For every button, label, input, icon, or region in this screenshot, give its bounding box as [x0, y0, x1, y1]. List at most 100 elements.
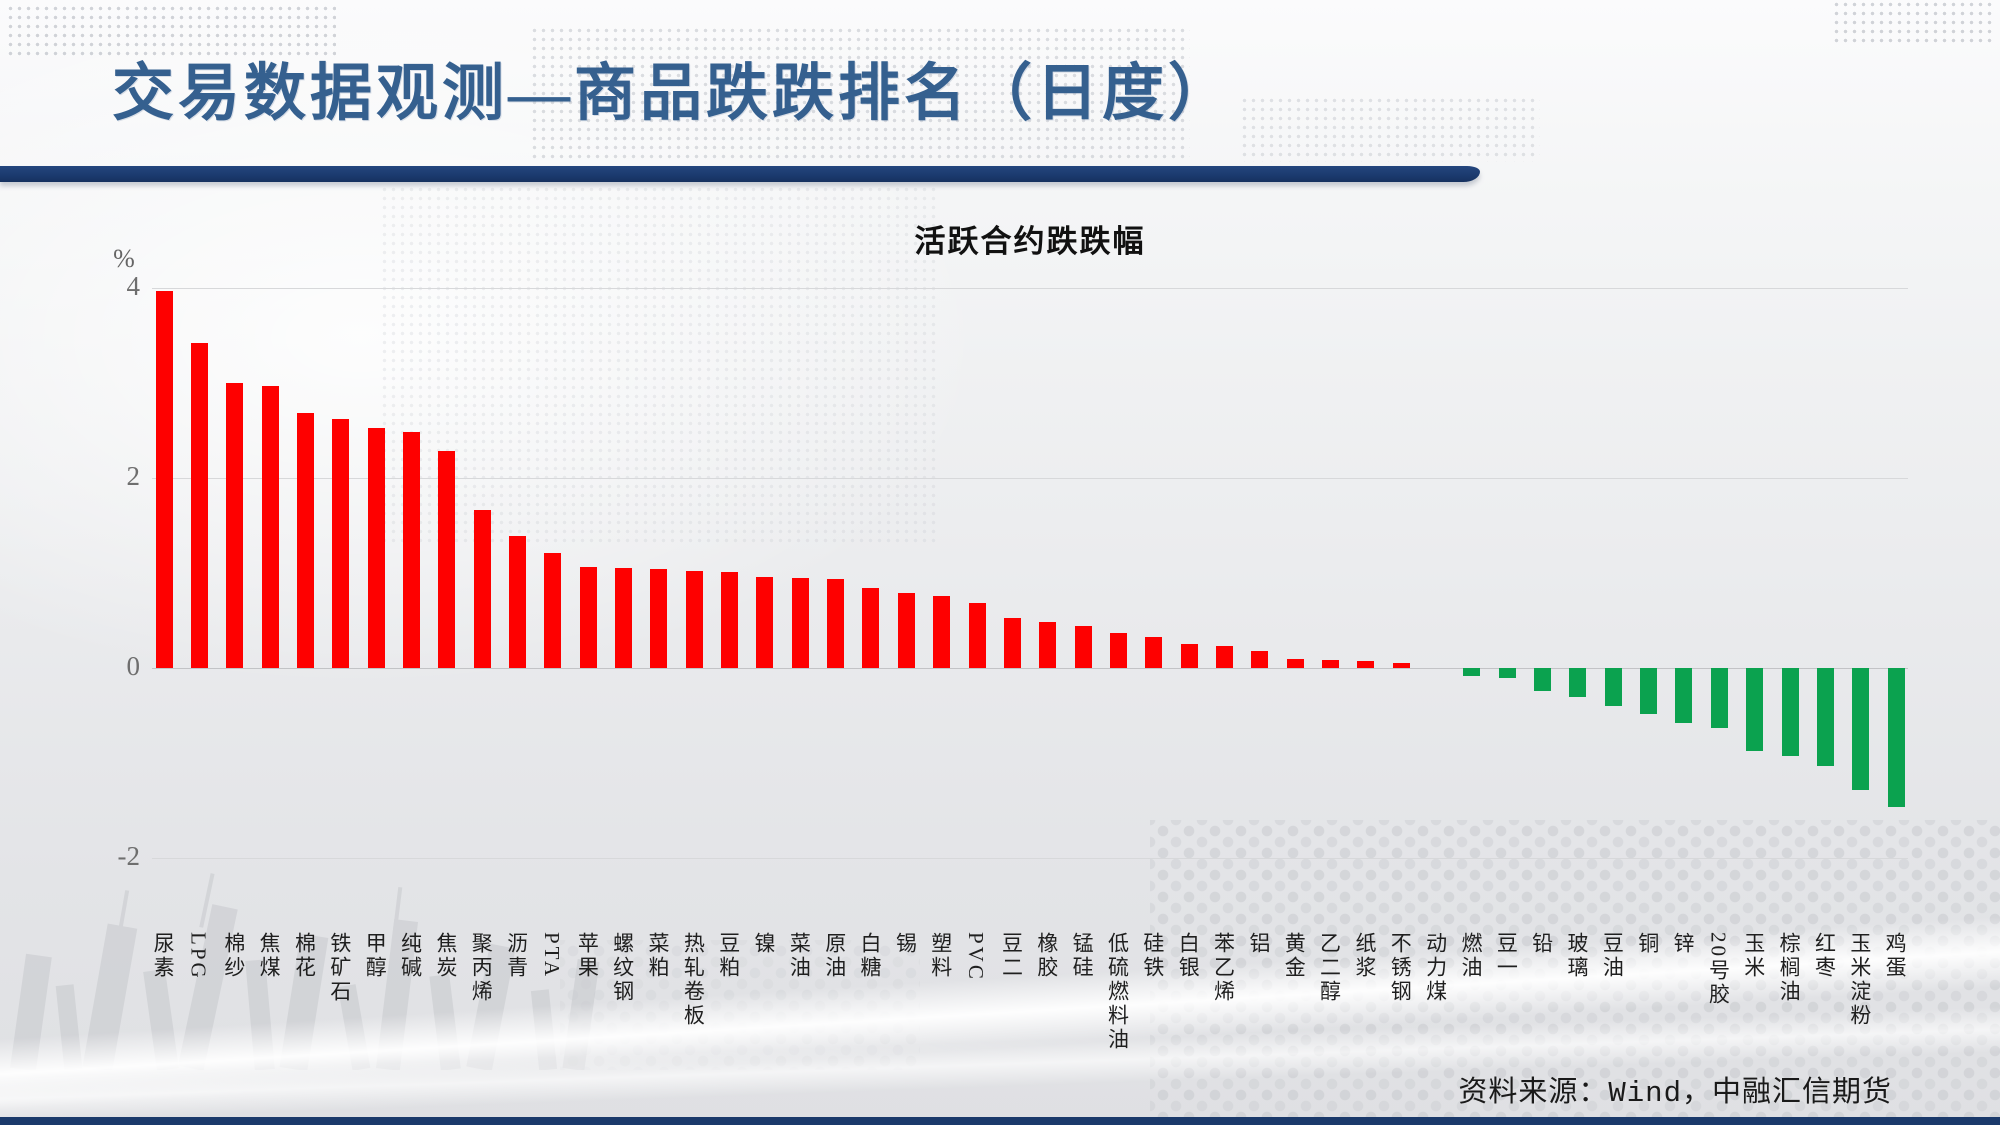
x-axis-label: 棉纱: [221, 932, 246, 980]
x-axis-label: 黄金: [1282, 932, 1307, 980]
bar: [155, 290, 173, 668]
bar: [615, 568, 632, 669]
dots-pattern-right-of-title: [1240, 96, 1540, 162]
bar: [827, 578, 845, 668]
y-tick-label: 2: [126, 461, 141, 491]
x-axis-label: 尿素: [151, 932, 176, 980]
bar: [1251, 650, 1269, 668]
x-axis-label: 红枣: [1812, 932, 1837, 980]
x-axis-label: 菜油: [787, 932, 812, 980]
bar: [1746, 668, 1764, 751]
x-axis-label: 动力煤: [1423, 932, 1448, 1004]
x-axis-label: 铝: [1246, 932, 1271, 956]
bar: [473, 510, 491, 668]
bar: [685, 571, 703, 668]
x-axis-label: 燃油: [1458, 932, 1483, 980]
bar: [1640, 668, 1658, 714]
bar: [1710, 668, 1728, 728]
x-axis-label: 橡胶: [1034, 932, 1059, 980]
x-axis-label: 塑料: [928, 932, 953, 980]
x-axis-label: 不锈钢: [1388, 932, 1413, 1004]
bar: [1852, 668, 1870, 790]
bar: [721, 572, 739, 668]
x-axis-label: 苯乙烯: [1211, 932, 1236, 1004]
bar: [226, 383, 244, 668]
x-axis-label: 棕榈油: [1777, 932, 1802, 1004]
bar: [438, 451, 456, 668]
bar: [756, 576, 774, 668]
bar: [1392, 663, 1410, 669]
x-axis-label: 20号胶: [1706, 932, 1731, 1007]
bar: [1286, 658, 1304, 668]
bar: [1074, 626, 1092, 668]
x-axis-label: 豆油: [1600, 932, 1625, 980]
x-axis-label: PTA: [539, 932, 564, 979]
bar: [1604, 668, 1622, 706]
x-axis-label: 豆二: [999, 932, 1024, 980]
x-axis-label: 焦炭: [433, 932, 458, 980]
bar: [862, 588, 880, 668]
y-tick-label: 4: [126, 271, 141, 301]
x-axis-label: 苹果: [575, 932, 600, 980]
bar: [1463, 668, 1481, 676]
bar: [296, 412, 314, 668]
x-axis-label: 白糖: [858, 932, 883, 980]
x-axis-label: PVC: [964, 932, 989, 982]
x-axis-label: 硅铁: [1140, 932, 1165, 980]
dots-pattern-top-right: [1832, 0, 1994, 44]
bar: [897, 593, 915, 668]
bar: [1215, 646, 1233, 668]
y-tick-label: -2: [117, 841, 141, 871]
bar: [402, 432, 420, 668]
x-axis-label: 锌: [1671, 932, 1696, 956]
bar: [1321, 659, 1339, 668]
x-axis-label: 豆一: [1494, 932, 1519, 980]
title-underline-band: [0, 166, 1480, 182]
x-axis-label: 纸浆: [1352, 932, 1377, 980]
x-axis-label: 焦煤: [257, 932, 282, 980]
x-axis-label: 铜: [1635, 932, 1660, 956]
bar: [968, 602, 986, 668]
bar: [332, 419, 350, 668]
bottom-bar: [0, 1117, 2000, 1125]
x-axis-label: 乙二醇: [1317, 932, 1342, 1004]
bar: [509, 536, 526, 668]
dots-pattern-top-center: [530, 26, 1190, 162]
bar: [1498, 668, 1516, 678]
x-axis-label: 纯碱: [398, 932, 423, 980]
x-axis-label: 鸡蛋: [1883, 932, 1908, 980]
bar: [579, 567, 597, 668]
x-axis-label: 锡: [893, 932, 918, 956]
bar: [1816, 668, 1834, 766]
gridline: [152, 478, 1908, 479]
bar: [650, 569, 668, 668]
x-axis-label: 热轧卷板: [681, 932, 706, 1028]
x-axis-label: 玉米淀粉: [1847, 932, 1872, 1028]
bar: [1675, 668, 1693, 724]
bar: [367, 427, 385, 668]
bar: [190, 343, 208, 668]
x-axis-label: 锰硅: [1070, 932, 1095, 980]
x-axis-label: 菜粕: [646, 932, 671, 980]
bar: [791, 577, 809, 669]
x-axis-label: 玉米: [1741, 932, 1766, 980]
x-axis-label: 铅: [1529, 932, 1554, 956]
source-note: 资料来源：Wind，中融汇信期货: [1458, 1077, 1892, 1110]
gridline: [152, 858, 1908, 859]
bar: [261, 385, 279, 668]
x-axis-label: 玻璃: [1565, 932, 1590, 980]
bar: [1357, 661, 1375, 669]
x-axis-label: 白银: [1176, 932, 1201, 980]
page-title: 交易数据观测—商品跌跌排名（日度）: [112, 60, 1235, 128]
x-axis-label: LPG: [186, 932, 211, 981]
x-axis-label: 沥青: [504, 932, 529, 980]
gridline: [152, 668, 1908, 669]
x-axis-label: 聚丙烯: [469, 932, 494, 1004]
x-axis-label: 豆粕: [716, 932, 741, 980]
bar: [1887, 668, 1905, 807]
bar: [1569, 668, 1587, 698]
dots-pattern-map: [380, 185, 940, 545]
bar: [933, 595, 951, 668]
x-axis-label: 棉花: [292, 932, 317, 980]
